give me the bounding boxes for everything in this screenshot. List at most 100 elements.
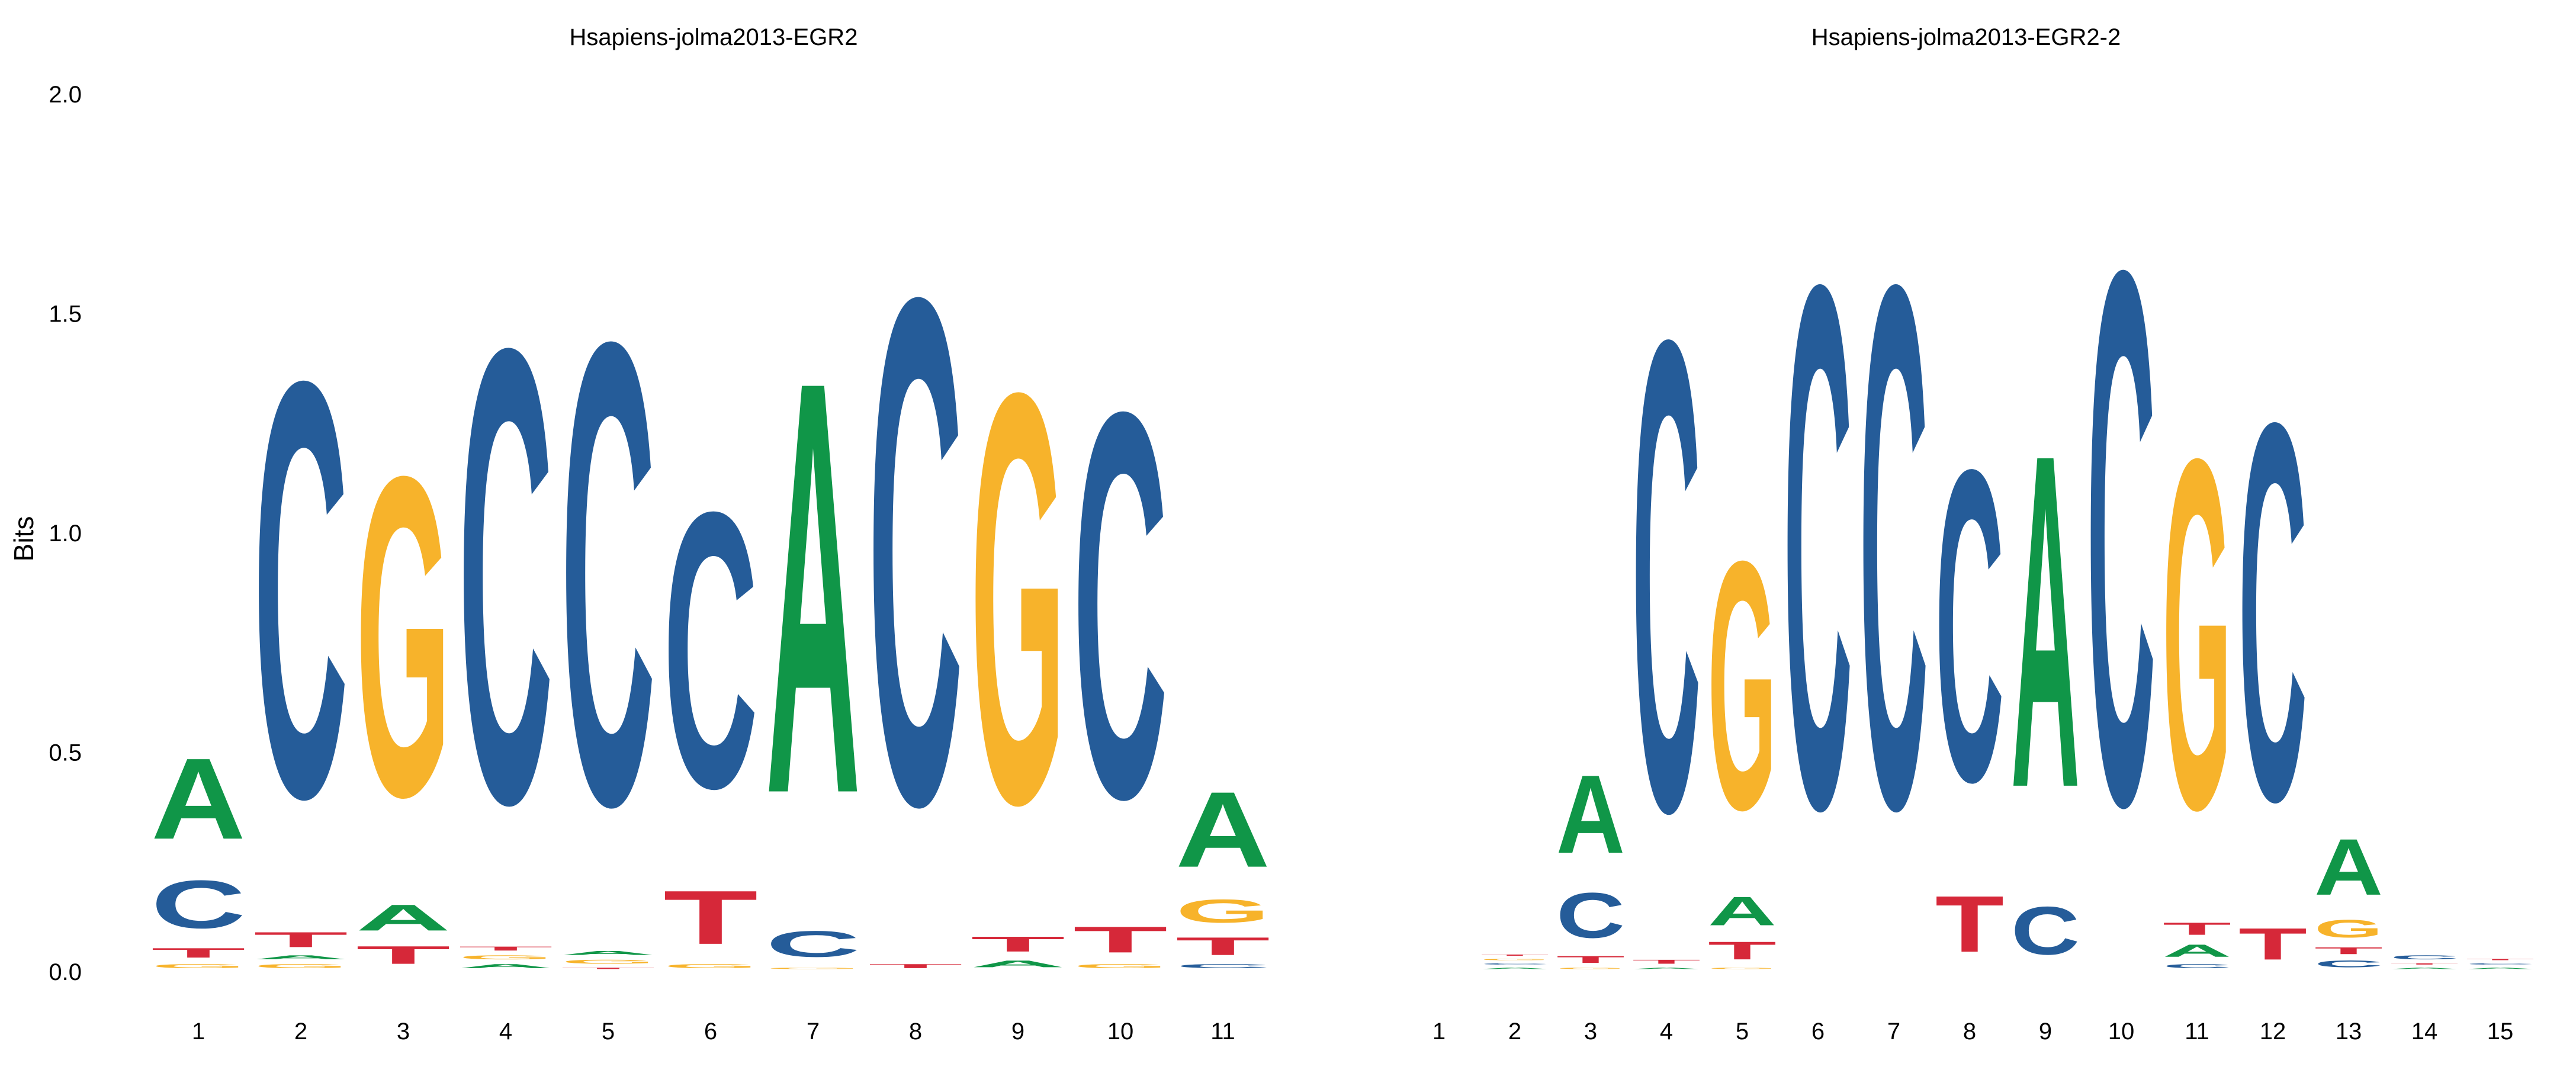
logo-letter-G: G <box>2314 915 2383 943</box>
svg-text:T: T <box>561 968 656 969</box>
svg-text:C: C <box>1859 131 1928 964</box>
svg-text:C: C <box>1784 131 1852 964</box>
x-tick-label: 10 <box>2108 1018 2135 1045</box>
x-tick-label: 9 <box>2039 1018 2052 1045</box>
svg-text:C: C <box>1073 298 1168 913</box>
svg-text:A: A <box>1175 770 1270 890</box>
logo-panel-1: Hsapiens-jolma2013-EGR2 0.0 0.5 1.0 1.5 2.0 1 G… <box>49 24 1270 1045</box>
logo-letter-T: T <box>971 932 1065 956</box>
svg-text:T: T <box>253 928 348 952</box>
x-tick-label: 9 <box>1011 1018 1024 1045</box>
svg-text:T: T <box>1708 937 1777 965</box>
logo-letter-A: A <box>253 954 348 960</box>
logo-letter-G: G <box>1708 968 1777 969</box>
x-tick-label: 5 <box>602 1018 615 1045</box>
svg-text:G: G <box>1708 968 1777 969</box>
logo-letter-G: G <box>253 963 348 969</box>
svg-text:G: G <box>458 954 553 960</box>
svg-text:C: C <box>1556 880 1625 952</box>
y-tick-label: 0.0 <box>49 959 82 985</box>
logo-letter-T: T <box>1708 937 1777 965</box>
y-axis-label: Bits <box>8 516 39 562</box>
svg-text:A: A <box>561 950 656 956</box>
x-tick-label: 11 <box>1210 1018 1235 1045</box>
logo-letter-G: G <box>663 963 758 969</box>
logo-letter-C: C <box>1784 131 1852 964</box>
svg-text:C: C <box>2238 311 2307 913</box>
logo-letter-A: A <box>561 950 656 956</box>
x-tick-label: 11 <box>2185 1018 2209 1045</box>
x-tick-label: 2 <box>294 1018 307 1045</box>
logo-letter-G: G <box>458 954 553 960</box>
svg-text:G: G <box>663 963 758 969</box>
x-tick-label: 13 <box>2336 1018 2362 1045</box>
svg-text:A: A <box>1632 968 1701 969</box>
x-tick-label: 8 <box>909 1018 922 1045</box>
logo-letter-T: T <box>253 928 348 952</box>
svg-text:A: A <box>766 258 860 917</box>
svg-text:T: T <box>1935 879 2004 969</box>
svg-text:T: T <box>868 963 963 969</box>
logo-letter-G: G <box>766 968 860 969</box>
logo-letter-A: A <box>1556 753 1625 877</box>
svg-text:G: G <box>151 963 246 969</box>
logo-letter-C: C <box>1175 963 1270 969</box>
logo-letter-G: G <box>561 959 656 965</box>
x-tick-label: 3 <box>1584 1018 1597 1045</box>
svg-text:C: C <box>1480 963 1549 965</box>
logo-letter-C: C <box>663 430 758 870</box>
logo-letter-C: C <box>1935 378 2004 875</box>
svg-text:C: C <box>1935 378 2004 875</box>
logo-letter-C: C <box>2163 963 2231 969</box>
logo-letter-T: T <box>1073 919 1168 960</box>
svg-text:C: C <box>458 214 553 939</box>
x-tick-label: 7 <box>807 1018 820 1045</box>
x-tick-label: 4 <box>1660 1018 1673 1045</box>
logo-letter-C: C <box>2390 954 2459 960</box>
logo-letter-C: C <box>253 258 348 921</box>
logo-letter-C: C <box>1073 298 1168 913</box>
x-tick-label: 5 <box>1736 1018 1749 1045</box>
logo-letter-C: C <box>2466 963 2535 965</box>
logo-letter-T: T <box>868 963 963 969</box>
logo-letter-C: C <box>2087 113 2156 964</box>
svg-text:C: C <box>663 430 758 870</box>
logo-letter-T: T <box>2314 945 2383 956</box>
logo-letter-A: A <box>2466 968 2535 969</box>
svg-text:A: A <box>2314 823 2383 912</box>
logo-letter-T: T <box>1556 954 1625 965</box>
svg-text:T: T <box>2238 919 2307 969</box>
svg-text:A: A <box>971 959 1065 969</box>
x-tick-label: 14 <box>2411 1018 2438 1045</box>
logo-letter-T: T <box>2238 919 2307 969</box>
y-tick-label: 0.5 <box>49 740 82 766</box>
logo-letter-C: C <box>868 147 963 955</box>
logo-letter-T: T <box>2390 963 2459 965</box>
logo-letter-G: G <box>1175 892 1270 929</box>
x-tick-label: 3 <box>397 1018 410 1045</box>
svg-text:G: G <box>766 968 860 969</box>
logo-letter-A: A <box>971 959 1065 969</box>
svg-text:C: C <box>1632 201 1701 951</box>
logo-letter-T: T <box>2466 959 2535 960</box>
logo-letter-T: T <box>1480 954 1549 956</box>
logo-letter-C: C <box>1632 201 1701 951</box>
svg-text:A: A <box>2466 968 2535 969</box>
x-tick-label: 12 <box>2260 1018 2286 1045</box>
logo-letter-C: C <box>561 206 656 943</box>
svg-text:T: T <box>663 875 758 960</box>
logo-letter-T: T <box>663 875 758 960</box>
logo-letter-A: A <box>2390 968 2459 969</box>
svg-text:G: G <box>2163 356 2231 913</box>
svg-text:T: T <box>971 932 1065 956</box>
logo-letter-T: T <box>151 946 246 960</box>
x-tick-label: 15 <box>2487 1018 2514 1045</box>
x-tick-label: 7 <box>1887 1018 1900 1045</box>
x-tick-label: 8 <box>1963 1018 1976 1045</box>
logo-letter-G: G <box>971 271 1065 926</box>
svg-text:C: C <box>2390 954 2459 960</box>
logo-letter-T: T <box>1175 932 1270 960</box>
svg-text:A: A <box>2011 355 2080 887</box>
x-tick-label: 6 <box>704 1018 717 1045</box>
